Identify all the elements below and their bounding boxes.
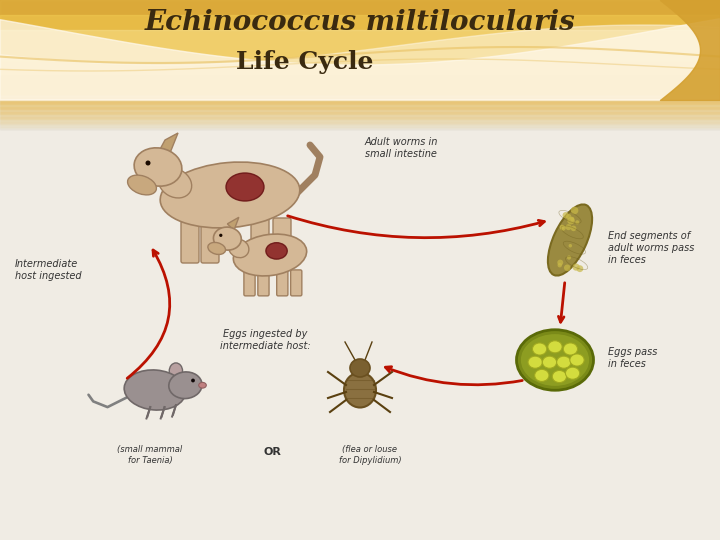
Text: Life Cycle: Life Cycle [236,50,374,74]
Ellipse shape [124,370,186,410]
Text: (small mammal
for Taenia): (small mammal for Taenia) [117,446,183,465]
Ellipse shape [533,343,546,355]
Ellipse shape [208,242,225,254]
Ellipse shape [145,160,150,165]
Ellipse shape [560,225,566,231]
Text: Adult worms in
small intestine: Adult worms in small intestine [365,137,438,159]
Ellipse shape [199,382,207,388]
Ellipse shape [516,330,593,390]
Ellipse shape [575,220,580,224]
Ellipse shape [557,260,563,266]
Ellipse shape [226,173,264,201]
Ellipse shape [565,224,572,230]
Text: Eggs pass
in feces: Eggs pass in feces [608,347,657,369]
Ellipse shape [219,234,222,237]
Polygon shape [228,217,239,231]
Ellipse shape [266,242,287,259]
FancyBboxPatch shape [258,270,269,296]
Ellipse shape [548,341,562,353]
Ellipse shape [158,168,192,198]
Ellipse shape [548,205,592,275]
FancyBboxPatch shape [273,218,291,257]
Ellipse shape [567,217,575,225]
FancyBboxPatch shape [291,270,302,296]
Polygon shape [158,133,178,153]
Ellipse shape [571,207,578,214]
Ellipse shape [127,175,156,195]
Ellipse shape [570,354,584,366]
Ellipse shape [571,226,577,231]
Ellipse shape [161,162,300,228]
Ellipse shape [564,265,570,271]
Ellipse shape [229,239,249,258]
Ellipse shape [563,343,577,355]
Text: Echinococcus miltilocularis: Echinococcus miltilocularis [145,9,575,36]
Ellipse shape [134,148,182,186]
Ellipse shape [565,367,580,379]
Ellipse shape [233,234,307,276]
Ellipse shape [567,255,571,260]
Ellipse shape [569,244,572,247]
FancyBboxPatch shape [244,270,255,296]
FancyBboxPatch shape [276,270,288,296]
Ellipse shape [169,363,183,379]
Ellipse shape [535,369,549,381]
Ellipse shape [570,217,574,221]
Ellipse shape [191,379,195,382]
Text: End segments of
adult worms pass
in feces: End segments of adult worms pass in fece… [608,232,694,265]
Ellipse shape [344,373,376,408]
Text: OR: OR [263,447,281,457]
Ellipse shape [570,218,574,221]
FancyBboxPatch shape [201,221,219,263]
Ellipse shape [566,214,572,219]
Ellipse shape [562,212,569,218]
Ellipse shape [168,372,202,399]
Text: Eggs ingested by
intermediate host:: Eggs ingested by intermediate host: [220,329,310,351]
Ellipse shape [557,356,571,368]
Ellipse shape [552,370,567,382]
Ellipse shape [559,225,564,230]
Ellipse shape [521,334,589,386]
Ellipse shape [557,263,562,267]
Ellipse shape [213,227,241,250]
Ellipse shape [577,265,583,272]
Text: (flea or louse
for Dipylidium): (flea or louse for Dipylidium) [338,446,401,465]
FancyBboxPatch shape [181,221,199,263]
Ellipse shape [572,264,580,271]
Ellipse shape [542,356,557,368]
Ellipse shape [350,359,370,377]
Ellipse shape [528,356,542,368]
FancyBboxPatch shape [251,218,269,257]
Text: Intermediate
host ingested: Intermediate host ingested [15,259,81,281]
